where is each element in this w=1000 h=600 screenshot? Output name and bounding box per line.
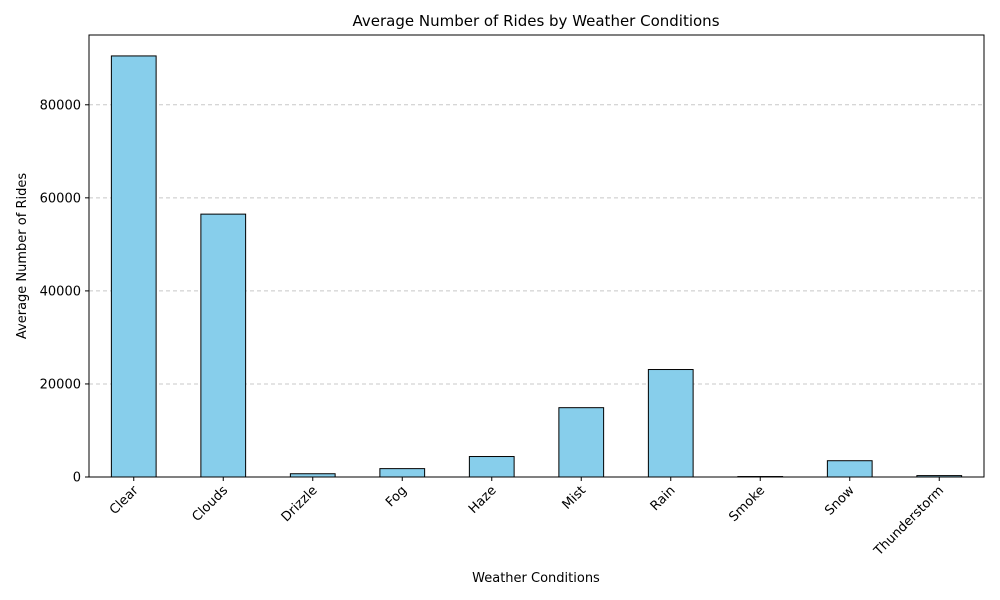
y-axis-label: Average Number of Rides	[15, 173, 30, 339]
bar-mist	[558, 407, 605, 478]
y-tick-label: 20000	[40, 377, 81, 392]
x-tick-label: Clouds	[189, 483, 231, 525]
y-tick-label: 0	[73, 471, 81, 486]
bar-clear	[110, 55, 157, 478]
bars	[110, 55, 963, 478]
x-tick-label: Thunderstorm	[871, 483, 947, 559]
x-tick-label: Fog	[383, 483, 410, 510]
y-tick-label: 40000	[40, 284, 81, 299]
plot-frame	[88, 34, 985, 478]
x-tick-label: Smoke	[726, 483, 768, 525]
x-tick-label: Clear	[107, 483, 142, 518]
y-axis-ticks: 0 20000 40000 60000 80000	[40, 98, 89, 486]
bar-rain	[647, 369, 694, 478]
x-axis-label: Weather Conditions	[472, 571, 600, 586]
chart-title: Average Number of Rides by Weather Condi…	[352, 12, 719, 30]
x-tick-label: Drizzle	[279, 483, 321, 525]
bar-clouds	[200, 213, 247, 478]
x-tick-label: Snow	[822, 483, 858, 519]
bar-snow	[826, 460, 873, 478]
x-tick-label: Mist	[560, 483, 589, 512]
y-tick-label: 60000	[40, 191, 81, 206]
bar-fog	[379, 468, 426, 478]
y-tick-label: 80000	[40, 98, 81, 113]
bar-haze	[468, 456, 515, 478]
x-axis-ticks: Clear Clouds Drizzle Fog Haze Mist Rain Smoke Sn…	[107, 477, 947, 559]
x-tick-label: Haze	[466, 483, 500, 517]
x-tick-label: Rain	[648, 483, 679, 514]
